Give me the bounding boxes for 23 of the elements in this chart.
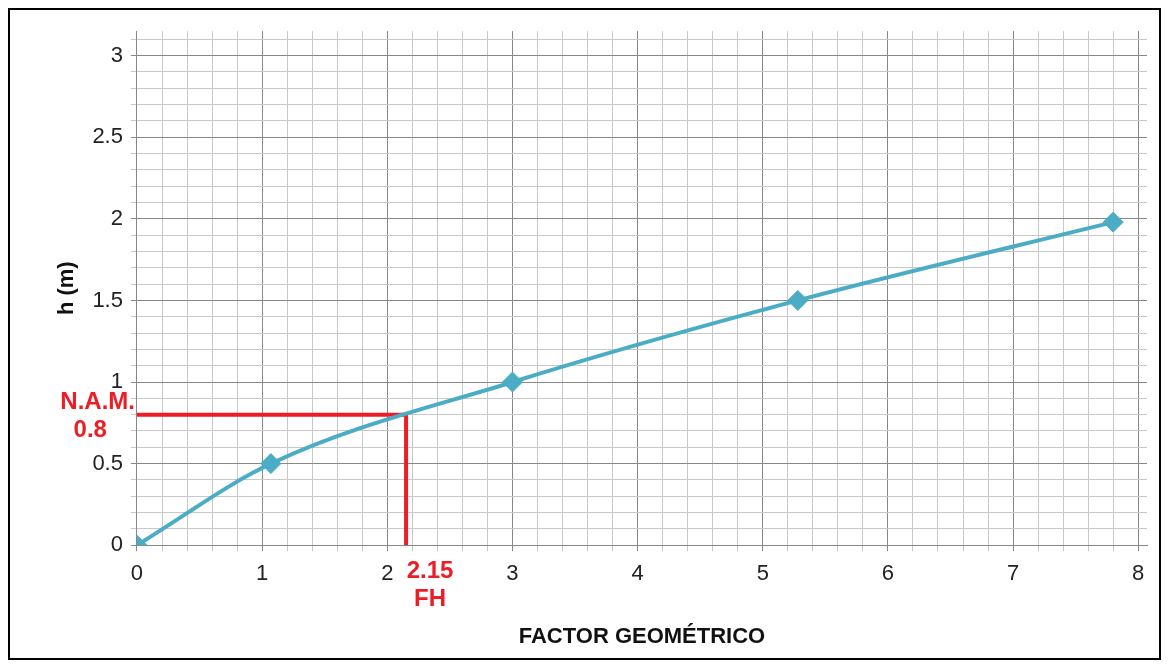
x-tick-label: 2	[381, 560, 394, 586]
point	[787, 289, 809, 311]
x-axis-title: FACTOR GEOMÉTRICO	[518, 622, 766, 648]
annotation: N.A.M. 0.8	[60, 387, 135, 443]
y-tick-label: 0.5	[92, 449, 123, 475]
x-tick-label: 0	[130, 560, 144, 586]
y-tick-label: 3	[110, 41, 123, 67]
x-tick-label: 7	[1006, 560, 1020, 586]
x-tick-label: 8	[1132, 560, 1145, 586]
y-tick-label: 1.5	[92, 286, 123, 312]
y-tick-label: 2	[110, 204, 123, 230]
y-axis-title: h (m)	[53, 261, 79, 316]
point	[260, 453, 282, 475]
annotation: 2.15 FH	[406, 555, 454, 611]
x-tick-label: 6	[881, 560, 895, 586]
point	[501, 371, 523, 393]
x-tick-label: 5	[756, 560, 769, 586]
x-tick-label: 3	[506, 560, 519, 586]
y-tick-label: 0	[110, 531, 123, 557]
x-tick-label: 4	[631, 560, 644, 586]
x-tick-label: 1	[256, 560, 269, 586]
point	[1102, 211, 1124, 233]
y-tick-label: 2.5	[92, 123, 123, 149]
